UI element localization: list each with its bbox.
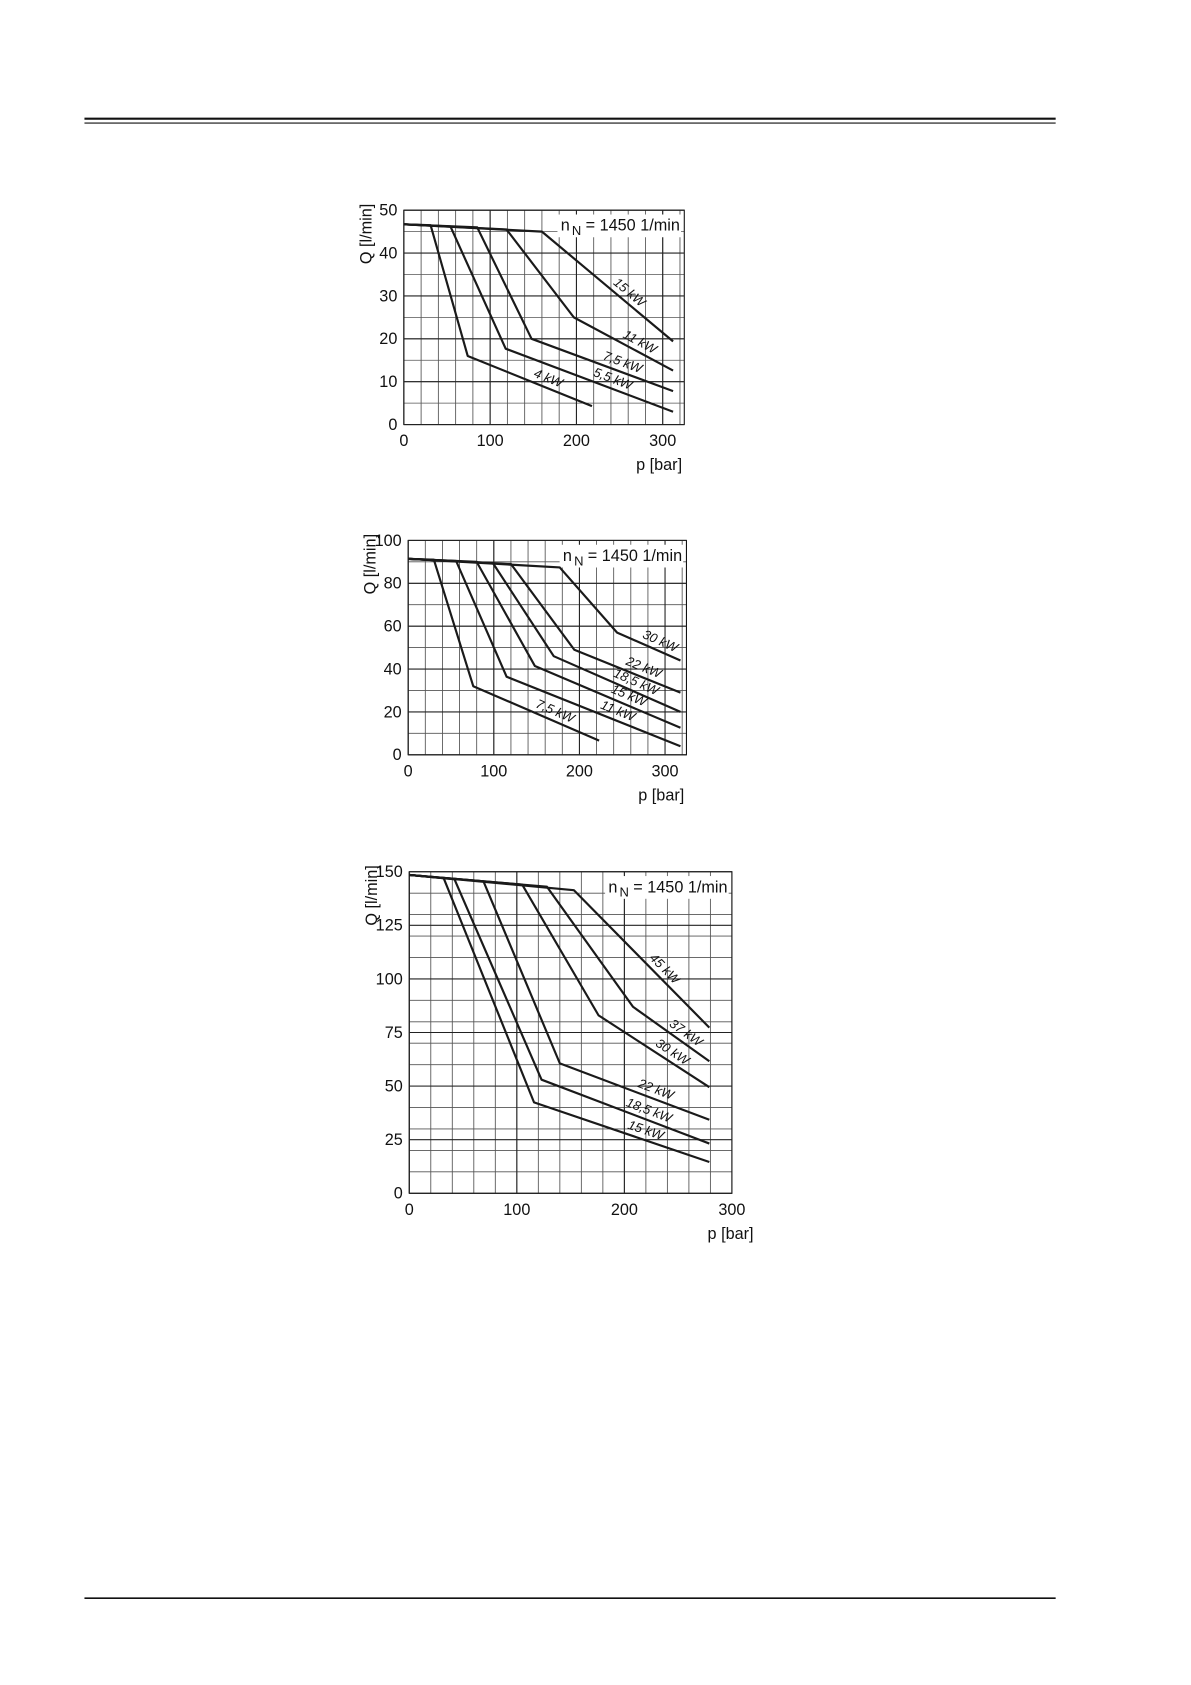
- y-tick-label: 60: [384, 618, 402, 636]
- y-tick-label: 20: [384, 703, 402, 721]
- x-axis-label: p [bar]: [708, 1225, 754, 1243]
- chart: 0 100 200 300 0 20 40 60 80 100 p [bar] Q [l/min] n N…: [362, 532, 687, 804]
- y-tick-label: 100: [375, 532, 402, 550]
- x-tick-label: 300: [718, 1201, 745, 1219]
- x-tick-label: 100: [477, 432, 504, 450]
- curve: [409, 873, 710, 1164]
- y-tick-label: 50: [385, 1078, 403, 1096]
- annotation-text: n: [563, 547, 572, 565]
- curve: [408, 557, 600, 742]
- x-axis-label: p [bar]: [636, 456, 682, 474]
- x-tick-label: 100: [480, 762, 507, 780]
- annotation-text: n: [561, 217, 570, 235]
- annotation: n N = 1450 1/min: [561, 217, 680, 238]
- y-tick-label: 80: [384, 575, 402, 593]
- x-tick-label: 300: [651, 762, 678, 780]
- x-tick-label: 200: [611, 1201, 638, 1219]
- x-tick-label: 0: [399, 432, 408, 450]
- annotation-background: [559, 544, 684, 568]
- x-tick-label: 200: [566, 762, 593, 780]
- x-tick-label: 0: [405, 1201, 414, 1219]
- x-tick-label: 300: [649, 432, 676, 450]
- y-tick-label: 10: [379, 373, 397, 391]
- annotation-background: [557, 214, 682, 238]
- y-tick-label: 50: [379, 202, 397, 220]
- y-tick-label: 0: [388, 416, 397, 434]
- y-tick-label: 20: [379, 330, 397, 348]
- annotation: n N = 1450 1/min: [608, 878, 727, 899]
- y-tick-label: 0: [393, 746, 402, 764]
- x-tick-label: 0: [404, 762, 413, 780]
- chart: 0 100 200 300 0 10 20 30 40 50 p [bar] Q [l/min] n N =…: [357, 202, 685, 474]
- annotation-rest: = 1450 1/min: [633, 878, 727, 896]
- y-axis-label: Q [l/min]: [362, 534, 380, 594]
- curve: [403, 223, 674, 343]
- x-tick-label: 200: [563, 432, 590, 450]
- y-axis-label: Q [l/min]: [357, 204, 375, 264]
- annotation: n N = 1450 1/min: [563, 547, 682, 568]
- x-tick-label: 100: [503, 1201, 530, 1219]
- annotation-subscript: N: [574, 553, 583, 568]
- y-tick-label: 40: [379, 244, 397, 262]
- y-tick-label: 100: [376, 970, 403, 988]
- y-tick-label: 75: [385, 1024, 403, 1042]
- annotation-subscript: N: [620, 885, 629, 900]
- y-tick-label: 150: [376, 863, 403, 881]
- y-tick-label: 40: [384, 660, 402, 678]
- y-axis-label: Q [l/min]: [363, 865, 381, 925]
- annotation-subscript: N: [572, 223, 581, 238]
- x-axis-label: p [bar]: [638, 786, 684, 804]
- annotation-rest: = 1450 1/min: [586, 217, 680, 235]
- chart: 0 100 200 300 0 25 50 75 100 125 150 p [bar] Q [l/mi…: [363, 863, 754, 1243]
- y-tick-label: 0: [394, 1185, 403, 1203]
- y-tick-label: 25: [385, 1131, 403, 1149]
- y-tick-label: 30: [379, 287, 397, 305]
- curve: [403, 223, 593, 408]
- annotation-rest: = 1450 1/min: [588, 547, 682, 565]
- y-tick-label: 125: [376, 917, 403, 935]
- annotation-text: n: [608, 878, 617, 896]
- annotation-background: [605, 876, 729, 899]
